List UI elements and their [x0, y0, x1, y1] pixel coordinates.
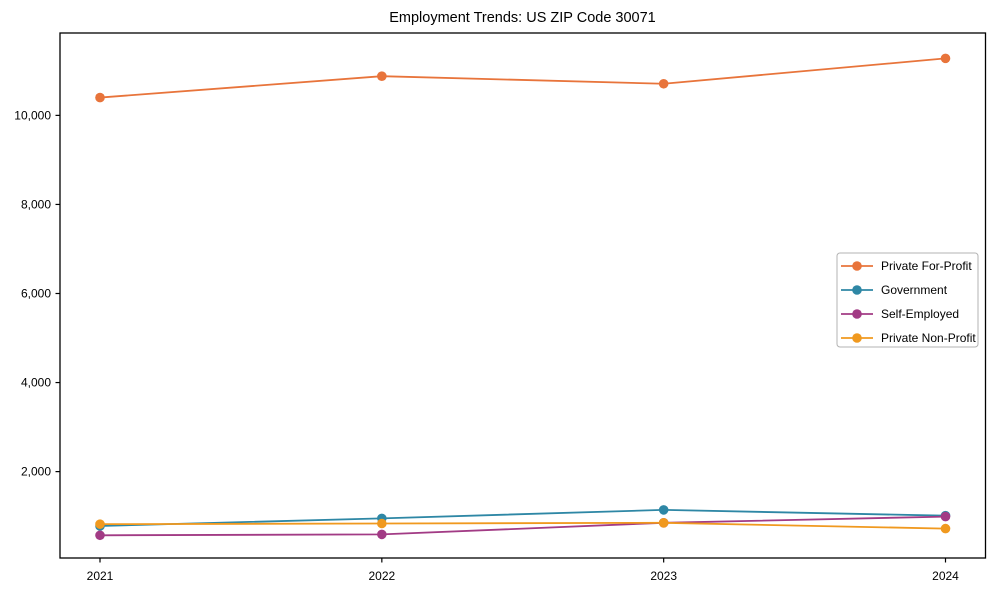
series-marker-private-for-profit — [658, 78, 669, 89]
series-line-private-non-profit — [99, 521, 946, 530]
y-axis-tick-label: 4,000 — [21, 376, 51, 390]
legend-marker-sample — [852, 333, 862, 343]
axes-frame — [59, 32, 987, 559]
y-axis-tick-label: 6,000 — [21, 286, 51, 300]
series-marker-private-for-profit — [377, 71, 387, 81]
legend-label: Private For-Profit — [881, 259, 972, 273]
legend-label: Private Non-Profit — [881, 331, 976, 345]
x-axis-tick-label: 2024 — [932, 569, 959, 583]
series-marker-self-employed — [95, 530, 105, 541]
series-marker-private-non-profit — [940, 523, 951, 534]
legend-marker-sample — [852, 285, 862, 295]
series-line-self-employed — [99, 515, 946, 537]
y-axis-tick-label: 8,000 — [21, 197, 51, 211]
y-axis-tick-label: 10,000 — [14, 108, 51, 122]
legend-label: Government — [881, 283, 948, 297]
legend-label: Self-Employed — [881, 307, 959, 321]
legend-marker-sample — [852, 261, 862, 271]
series-marker-self-employed — [377, 529, 387, 540]
y-axis-tick-label: 2,000 — [21, 465, 51, 479]
x-axis-tick-label: 2021 — [87, 569, 114, 583]
series-marker-private-for-profit — [940, 53, 951, 64]
series-marker-private-non-profit — [658, 518, 669, 528]
series-marker-private-non-profit — [95, 519, 105, 529]
series-marker-private-non-profit — [377, 518, 387, 529]
legend-marker-sample — [852, 309, 862, 319]
series-line-government — [99, 509, 946, 527]
series-marker-private-for-profit — [95, 92, 105, 103]
legend-box — [836, 252, 979, 348]
series-marker-self-employed — [940, 511, 951, 522]
x-axis-tick-label: 2023 — [650, 569, 677, 583]
x-axis-tick-label: 2022 — [368, 569, 395, 583]
series-marker-government — [658, 505, 669, 515]
series-line-private-for-profit — [99, 57, 946, 99]
chart-title: Employment Trends: US ZIP Code 30071 — [389, 10, 656, 26]
